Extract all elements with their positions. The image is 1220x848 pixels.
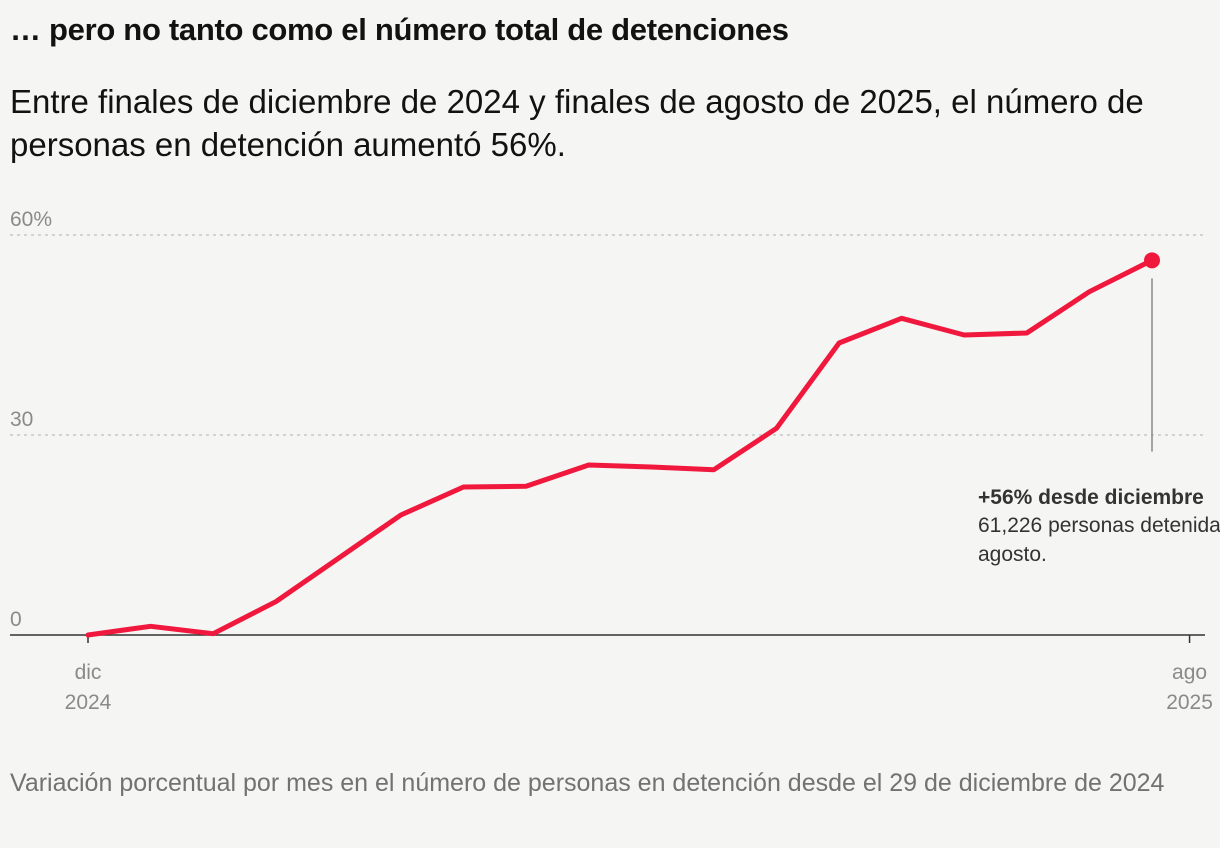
x-tick-label-month: dic — [75, 661, 102, 684]
annotation-headline: +56% desde diciembre — [978, 486, 1204, 509]
end-point-marker — [1144, 252, 1160, 269]
x-tick-label-month: ago — [1172, 661, 1207, 684]
y-tick-label: 30 — [10, 408, 33, 431]
y-axis-labels: 0 30 60% — [10, 208, 52, 631]
chart-note: Variación porcentual por mes en el númer… — [10, 769, 1165, 797]
y-tick-label: 60% — [10, 208, 52, 231]
annotation: +56% desde diciembre 61,226 personas det… — [978, 486, 1220, 566]
y-tick-label: 0 — [10, 608, 22, 631]
x-axis-ticks: dic 2024 ago 2025 — [65, 635, 1213, 714]
x-tick-label-year: 2025 — [1166, 691, 1213, 714]
annotation-line-1: 61,226 personas detenidas a finales de — [978, 514, 1220, 537]
chart-subtitle: Entre finales de diciembre de 2024 y fin… — [10, 83, 1144, 163]
gridlines — [10, 234, 1205, 436]
line-chart: 0 30 60% dic 2024 ago 2025 +56% desde diciemb… — [10, 208, 1220, 714]
chart-title: … pero no tanto como el número total de … — [10, 12, 789, 47]
x-tick-label-year: 2024 — [65, 691, 112, 714]
series-line — [85, 257, 1155, 638]
annotation-line-2: agosto. — [978, 543, 1047, 566]
